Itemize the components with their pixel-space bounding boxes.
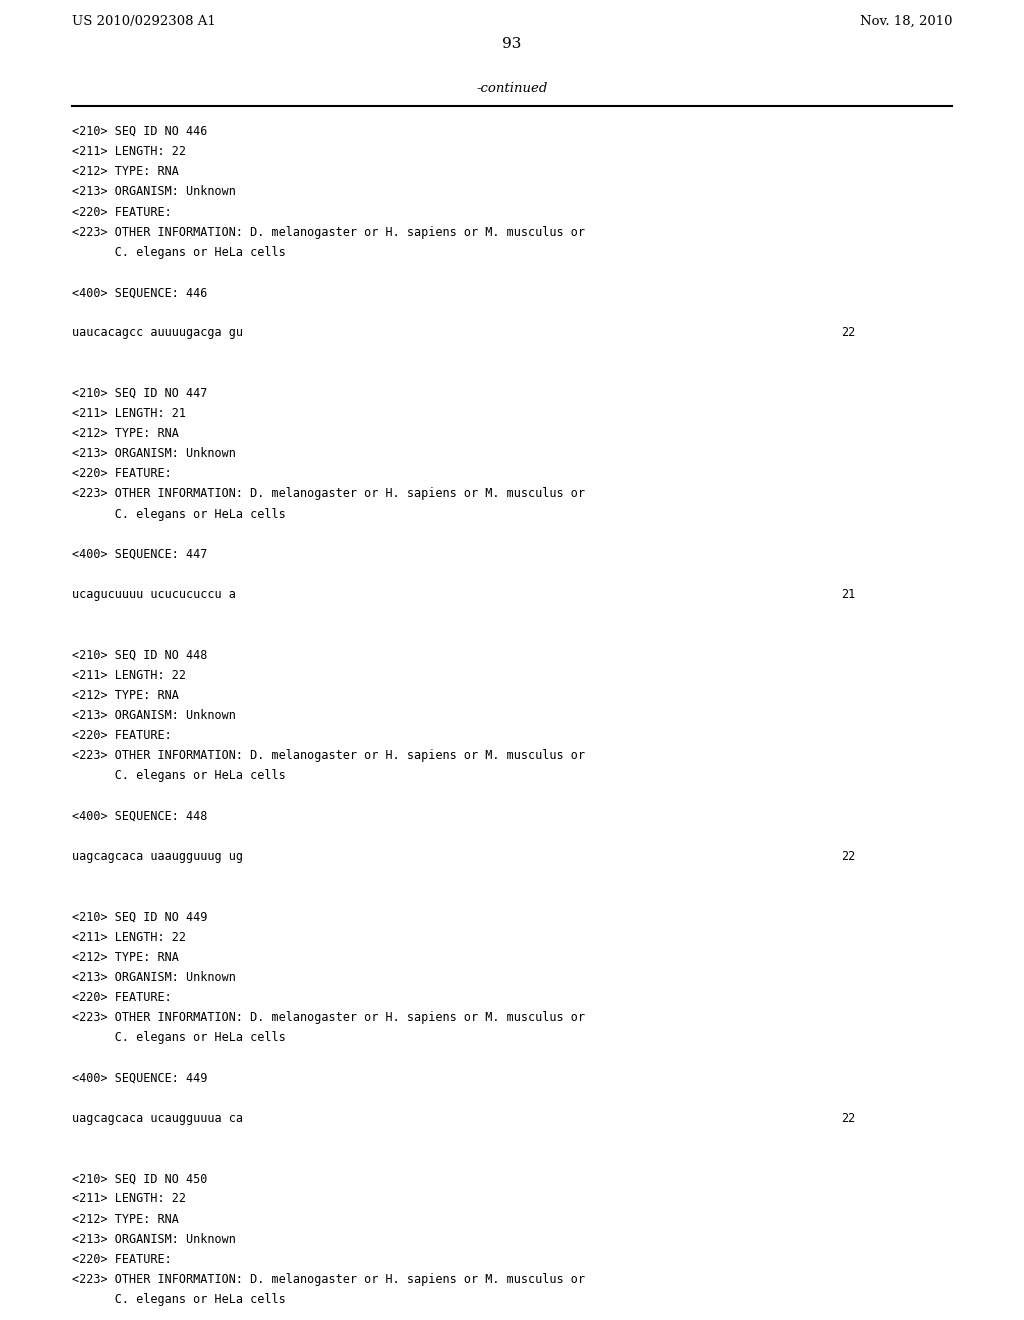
Text: <220> FEATURE:: <220> FEATURE:	[72, 1253, 172, 1266]
Text: <210> SEQ ID NO 449: <210> SEQ ID NO 449	[72, 911, 208, 924]
Text: 22: 22	[841, 326, 855, 339]
Text: <220> FEATURE:: <220> FEATURE:	[72, 991, 172, 1005]
Text: <220> FEATURE:: <220> FEATURE:	[72, 467, 172, 480]
Text: C. elegans or HeLa cells: C. elegans or HeLa cells	[72, 1294, 286, 1305]
Text: <213> ORGANISM: Unknown: <213> ORGANISM: Unknown	[72, 709, 236, 722]
Text: C. elegans or HeLa cells: C. elegans or HeLa cells	[72, 1031, 286, 1044]
Text: <213> ORGANISM: Unknown: <213> ORGANISM: Unknown	[72, 447, 236, 461]
Text: <223> OTHER INFORMATION: D. melanogaster or H. sapiens or M. musculus or: <223> OTHER INFORMATION: D. melanogaster…	[72, 1011, 585, 1024]
Text: <211> LENGTH: 22: <211> LENGTH: 22	[72, 669, 186, 681]
Text: <210> SEQ ID NO 447: <210> SEQ ID NO 447	[72, 387, 208, 400]
Text: uagcagcaca uaaugguuug ug: uagcagcaca uaaugguuug ug	[72, 850, 243, 863]
Text: <400> SEQUENCE: 448: <400> SEQUENCE: 448	[72, 809, 208, 822]
Text: C. elegans or HeLa cells: C. elegans or HeLa cells	[72, 770, 286, 783]
Text: C. elegans or HeLa cells: C. elegans or HeLa cells	[72, 508, 286, 520]
Text: <210> SEQ ID NO 450: <210> SEQ ID NO 450	[72, 1172, 208, 1185]
Text: uaucacagcc auuuugacga gu: uaucacagcc auuuugacga gu	[72, 326, 243, 339]
Text: <212> TYPE: RNA: <212> TYPE: RNA	[72, 1213, 179, 1225]
Text: <400> SEQUENCE: 449: <400> SEQUENCE: 449	[72, 1072, 208, 1085]
Text: <210> SEQ ID NO 448: <210> SEQ ID NO 448	[72, 648, 208, 661]
Text: <212> TYPE: RNA: <212> TYPE: RNA	[72, 428, 179, 440]
Text: <212> TYPE: RNA: <212> TYPE: RNA	[72, 950, 179, 964]
Text: <212> TYPE: RNA: <212> TYPE: RNA	[72, 165, 179, 178]
Text: -continued: -continued	[476, 82, 548, 95]
Text: C. elegans or HeLa cells: C. elegans or HeLa cells	[72, 246, 286, 259]
Text: 21: 21	[841, 589, 855, 601]
Text: <220> FEATURE:: <220> FEATURE:	[72, 729, 172, 742]
Text: <223> OTHER INFORMATION: D. melanogaster or H. sapiens or M. musculus or: <223> OTHER INFORMATION: D. melanogaster…	[72, 750, 585, 763]
Text: <210> SEQ ID NO 446: <210> SEQ ID NO 446	[72, 125, 208, 139]
Text: <211> LENGTH: 22: <211> LENGTH: 22	[72, 1192, 186, 1205]
Text: 22: 22	[841, 850, 855, 863]
Text: 93: 93	[503, 37, 521, 51]
Text: <223> OTHER INFORMATION: D. melanogaster or H. sapiens or M. musculus or: <223> OTHER INFORMATION: D. melanogaster…	[72, 1272, 585, 1286]
Text: <223> OTHER INFORMATION: D. melanogaster or H. sapiens or M. musculus or: <223> OTHER INFORMATION: D. melanogaster…	[72, 487, 585, 500]
Text: 22: 22	[841, 1111, 855, 1125]
Text: Nov. 18, 2010: Nov. 18, 2010	[859, 15, 952, 28]
Text: ucagucuuuu ucucucuccu a: ucagucuuuu ucucucuccu a	[72, 589, 236, 601]
Text: <211> LENGTH: 22: <211> LENGTH: 22	[72, 931, 186, 944]
Text: <213> ORGANISM: Unknown: <213> ORGANISM: Unknown	[72, 185, 236, 198]
Text: <220> FEATURE:: <220> FEATURE:	[72, 206, 172, 219]
Text: <400> SEQUENCE: 446: <400> SEQUENCE: 446	[72, 286, 208, 300]
Text: <213> ORGANISM: Unknown: <213> ORGANISM: Unknown	[72, 1233, 236, 1246]
Text: <223> OTHER INFORMATION: D. melanogaster or H. sapiens or M. musculus or: <223> OTHER INFORMATION: D. melanogaster…	[72, 226, 585, 239]
Text: US 2010/0292308 A1: US 2010/0292308 A1	[72, 15, 216, 28]
Text: <400> SEQUENCE: 447: <400> SEQUENCE: 447	[72, 548, 208, 561]
Text: <213> ORGANISM: Unknown: <213> ORGANISM: Unknown	[72, 970, 236, 983]
Text: <211> LENGTH: 21: <211> LENGTH: 21	[72, 407, 186, 420]
Text: <212> TYPE: RNA: <212> TYPE: RNA	[72, 689, 179, 702]
Text: uagcagcaca ucaugguuua ca: uagcagcaca ucaugguuua ca	[72, 1111, 243, 1125]
Text: <211> LENGTH: 22: <211> LENGTH: 22	[72, 145, 186, 158]
